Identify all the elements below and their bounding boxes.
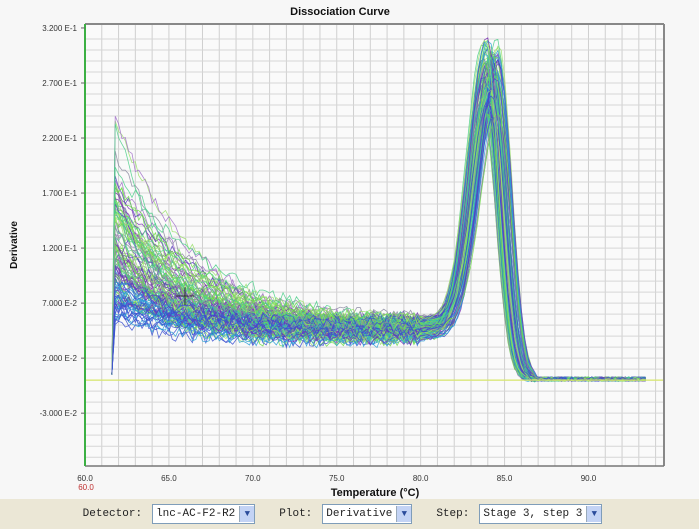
chevron-down-icon[interactable]: ▼	[586, 506, 602, 522]
detector-select[interactable]: lnc-AC-F2-R2 ▼	[152, 504, 256, 524]
step-label: Step:	[436, 508, 470, 520]
plot-label: Plot:	[279, 508, 313, 520]
y-tick-label: 2.700 E-1	[42, 79, 77, 88]
y-tick-label: 3.200 E-1	[42, 24, 77, 33]
toolbar: Detector: lnc-AC-F2-R2 ▼ Plot: Derivativ…	[0, 499, 699, 529]
plot-value: Derivative	[326, 508, 393, 520]
series-line	[111, 100, 646, 382]
y-axis-label: Derivative	[9, 221, 20, 269]
x-axis-label: Temperature (°C)	[331, 487, 420, 499]
y-tick-label: 2.200 E-1	[42, 134, 77, 143]
step-value: Stage 3, step 3	[483, 508, 583, 520]
step-select[interactable]: Stage 3, step 3 ▼	[479, 504, 603, 524]
x-tick-label: 80.0	[413, 474, 429, 483]
x-tick-label: 90.0	[581, 474, 597, 483]
series-line	[111, 44, 646, 382]
y-tick-label: 7.000 E-2	[42, 299, 77, 308]
detector-label: Detector:	[82, 508, 143, 520]
plot-select[interactable]: Derivative ▼	[322, 504, 413, 524]
bottom-border	[0, 529, 699, 532]
x-tick-label: 60.0	[77, 474, 93, 483]
x-marker-label: 60.0	[78, 483, 94, 492]
series-line	[111, 95, 646, 382]
crosshair-cursor-icon	[176, 287, 194, 305]
x-tick-label: 85.0	[497, 474, 513, 483]
x-tick-label: 75.0	[329, 474, 345, 483]
y-tick-label: -3.000 E-2	[40, 409, 78, 418]
y-tick-label: 1.700 E-1	[42, 189, 77, 198]
detector-value: lnc-AC-F2-R2	[156, 508, 236, 520]
plot-area	[85, 24, 664, 466]
chevron-down-icon[interactable]: ▼	[239, 506, 255, 522]
grid	[85, 24, 664, 466]
dissociation-chart: 3.200 E-1 2.700 E-1 2.200 E-1 1.700 E-1 1.20…	[9, 6, 665, 499]
chevron-down-icon[interactable]: ▼	[396, 506, 412, 522]
axes: 3.200 E-1 2.700 E-1 2.200 E-1 1.700 E-1 1.20…	[40, 23, 665, 483]
x-tick-label: 65.0	[161, 474, 177, 483]
chart-title: Dissociation Curve	[290, 6, 390, 18]
y-tick-label: 1.200 E-1	[42, 244, 77, 253]
y-tick-label: 2.000 E-2	[42, 354, 77, 363]
x-tick-label: 70.0	[245, 474, 261, 483]
